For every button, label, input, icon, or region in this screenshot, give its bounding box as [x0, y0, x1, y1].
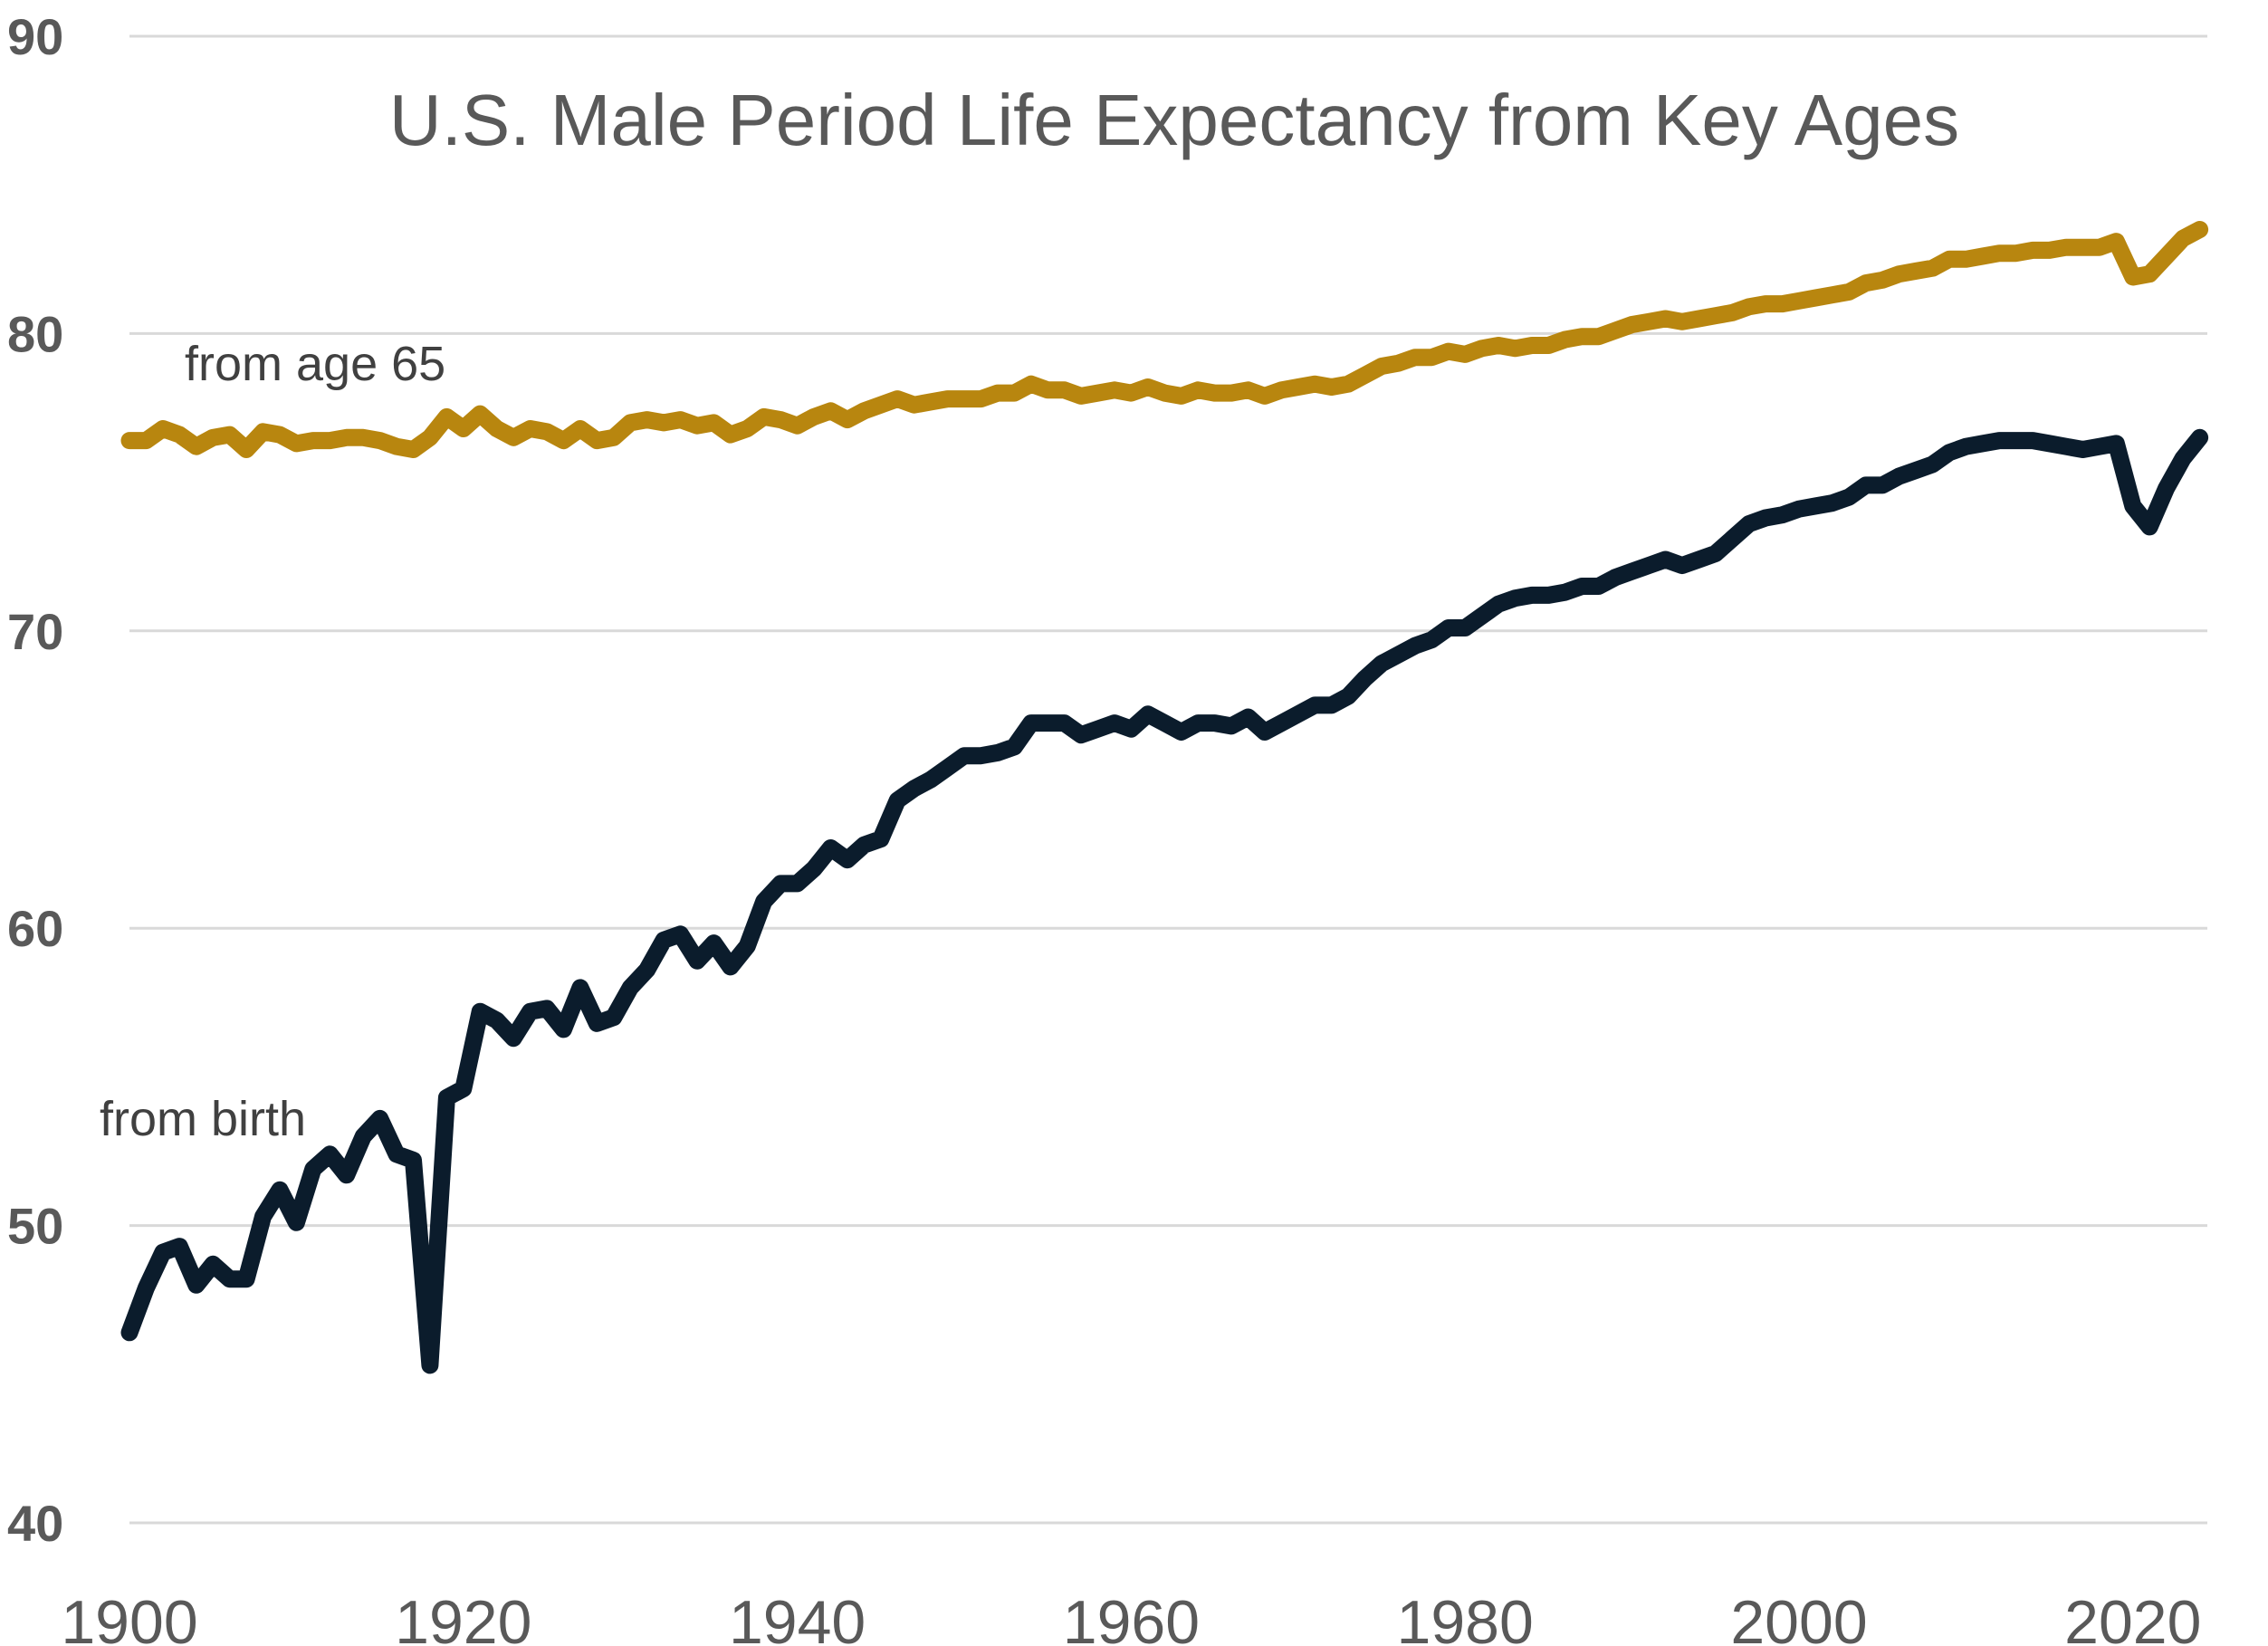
- chart-title: U.S. Male Period Life Expectancy from Ke…: [389, 80, 1959, 160]
- x-tick-label-2000: 2000: [1730, 1588, 1867, 1646]
- series-lines: [120, 221, 2209, 1374]
- y-tick-label-70: 70: [7, 603, 63, 660]
- y-axis-ticks: 90 80 70 60 50 40: [7, 8, 63, 1552]
- y-tick-label-50: 50: [7, 1198, 63, 1255]
- y-tick-label-40: 40: [7, 1495, 63, 1552]
- x-tick-label-1980: 1980: [1397, 1588, 1534, 1646]
- y-tick-label-90: 90: [7, 8, 63, 65]
- x-axis-ticks: 1900 1920 1940 1960 1980 2000 2020: [61, 1588, 2201, 1646]
- y-tick-label-60: 60: [7, 900, 63, 957]
- x-tick-label-1920: 1920: [395, 1588, 531, 1646]
- annotation-from-age-65: from age 65: [185, 337, 445, 391]
- x-tick-label-2020: 2020: [2064, 1588, 2201, 1646]
- y-tick-label-80: 80: [7, 305, 63, 362]
- annotation-from-birth: from birth: [100, 1092, 306, 1146]
- series-line-from-birth: [120, 428, 2209, 1374]
- series-line-from-age-65: [120, 221, 2209, 458]
- gridlines: [129, 34, 2207, 1525]
- x-tick-label-1940: 1940: [729, 1588, 866, 1646]
- x-tick-label-1900: 1900: [61, 1588, 197, 1646]
- x-tick-label-1960: 1960: [1063, 1588, 1200, 1646]
